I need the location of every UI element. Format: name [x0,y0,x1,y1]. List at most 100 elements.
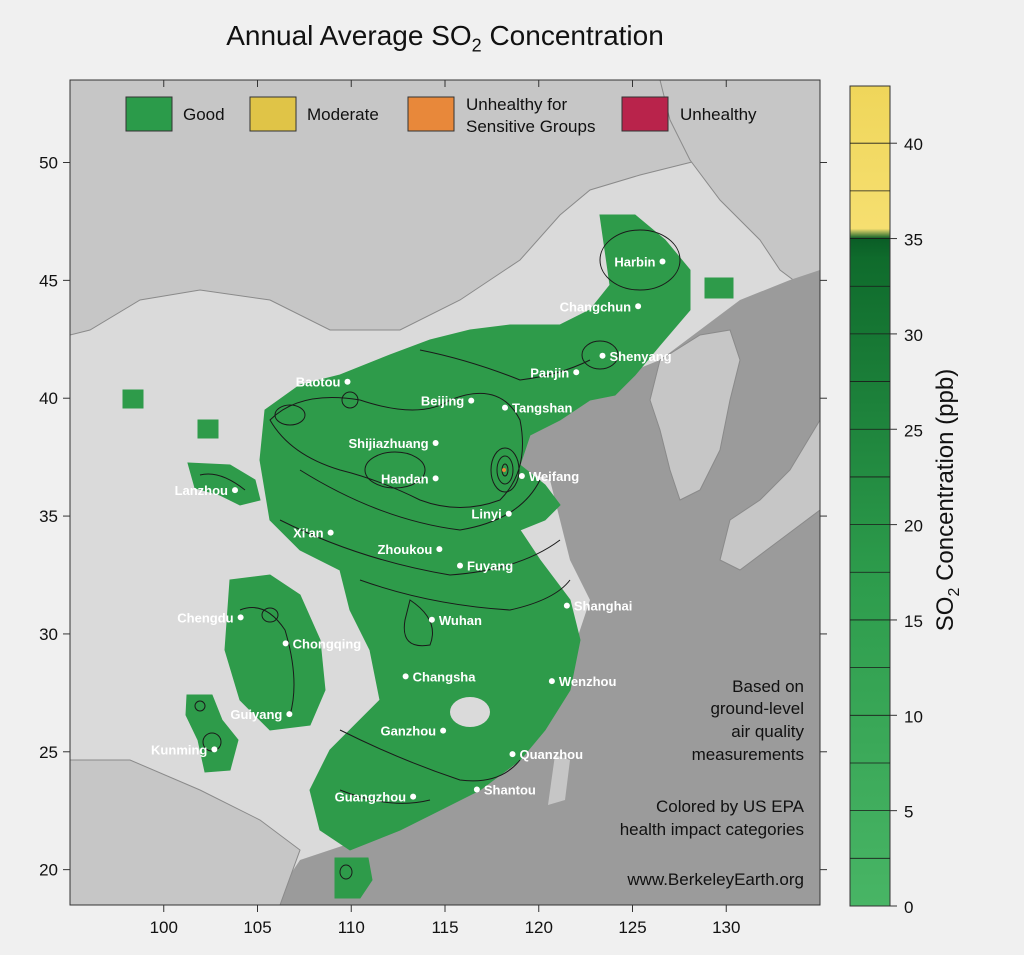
note-line-6: health impact categories [620,820,804,839]
y-tick-label: 25 [39,743,58,762]
colorbar-tick-label: 20 [904,517,923,536]
taiwan-outline [548,755,570,805]
x-tick-label: 130 [712,918,740,937]
category-legend: Good Moderate Unhealthy for Sensitive Gr… [125,95,757,136]
city-marker [237,614,244,621]
city-marker [410,793,417,800]
city-marker [573,369,580,376]
city-label: Ganzhou [381,724,437,739]
japan-region [719,419,820,571]
legend-swatch-unhealthy [621,96,669,132]
city-label: Chengdu [177,610,233,625]
city-marker [518,473,525,479]
city-marker [436,546,443,553]
note-line-2: ground-level [710,699,804,718]
city-label: Baotou [296,375,341,390]
city-markers: Harbin Changchun Shenyang Panjin Baotou Beiji… [151,255,672,805]
city-label: Shenyang [610,349,672,364]
legend-swatch-moderate [249,96,297,132]
note-line-1: Based on [732,677,804,696]
colorbar-gradient [849,85,891,907]
city-label: Kunming [151,742,207,757]
field-spot-2 [197,419,219,439]
x-tick-label: 125 [618,918,646,937]
hotspot-marker [502,468,506,472]
city-label: Guangzhou [335,790,407,805]
contour-lines [194,229,681,880]
field-sichuan [224,574,326,731]
city-label: Lanzhou [175,483,228,498]
korea-region [649,329,741,501]
southeast-asia-region [70,759,301,905]
city-marker [440,727,447,734]
city-label: Xi'an [293,526,324,541]
colorbar-tick-label: 35 [904,231,923,250]
legend-label-moderate: Moderate [307,105,379,124]
map-layers: Harbin Changchun Shenyang Panjin Baotou Beiji… [70,80,820,905]
city-label: Changchun [560,299,632,314]
city-label: Guiyang [230,707,282,722]
city-label: Beijing [421,394,464,409]
field-lanzhou [187,462,261,506]
colorbar-tick-label: 40 [904,135,923,154]
city-label: Shijiazhuang [348,436,428,451]
city-label: Handan [381,471,429,486]
y-tick-label: 45 [39,271,58,290]
colorbar-tick-label: 25 [904,421,923,440]
note-line-5: Colored by US EPA [656,797,805,816]
city-label: Wuhan [439,613,482,628]
note-line-4: measurements [692,745,804,764]
legend-swatch-good [125,96,173,132]
city-marker [563,602,570,609]
city-label: Wenzhou [559,674,617,689]
note-line-3: air quality [731,722,804,741]
website-credit: www.BerkeleyEarth.org [626,870,804,889]
city-label: Tangshan [512,401,572,416]
city-marker [502,404,508,411]
legend-label-usg-line2: Sensitive Groups [466,117,595,136]
city-label: Weifang [529,469,579,484]
field-spot-3 [704,277,734,299]
city-marker [432,440,439,446]
concentration-field [122,214,734,899]
colorbar-title: SO2 Concentration (ppb) [932,368,963,632]
city-marker [635,303,642,310]
legend-swatch-usg [407,96,455,132]
russia-northeast-region [659,80,820,301]
city-label: Chongqing [293,636,362,651]
field-north-china [259,214,691,851]
field-hainan [334,857,373,899]
info-notes: Based on ground-level air quality measur… [620,677,805,889]
map-title: Annual Average SO2 Concentration [226,20,664,56]
legend-label-usg-line1: Unhealthy for [466,95,567,114]
x-tick-label: 105 [243,918,271,937]
city-marker [548,678,555,685]
city-label: Zhoukou [377,542,432,557]
y-tick-label: 30 [39,625,58,644]
y-tick-label: 50 [39,154,58,173]
colorbar-tick-label: 15 [904,612,923,631]
city-marker [473,786,480,793]
city-marker [402,673,409,680]
city-marker [232,487,238,494]
city-marker [344,378,351,385]
city-marker [505,510,512,517]
city-marker [659,258,666,265]
x-tick-label: 120 [525,918,553,937]
city-marker [428,616,435,623]
legend-label-good: Good [183,105,225,124]
city-marker [457,562,463,569]
field-hole-ganzhou [450,697,490,727]
city-marker [468,397,475,404]
field-spot-1 [122,389,144,409]
axis-ticks: 100 105 110 115 120 125 130 20 25 30 35 40 45 50 [39,80,827,937]
city-label: Panjin [530,365,569,380]
colorbar-tick-label: 5 [904,803,913,822]
colorbar-tick-label: 30 [904,326,923,345]
x-tick-label: 110 [338,918,365,937]
y-tick-label: 40 [39,389,58,408]
city-marker [286,711,293,718]
legend-label-unhealthy: Unhealthy [680,105,757,124]
city-label: Shantou [484,783,536,798]
